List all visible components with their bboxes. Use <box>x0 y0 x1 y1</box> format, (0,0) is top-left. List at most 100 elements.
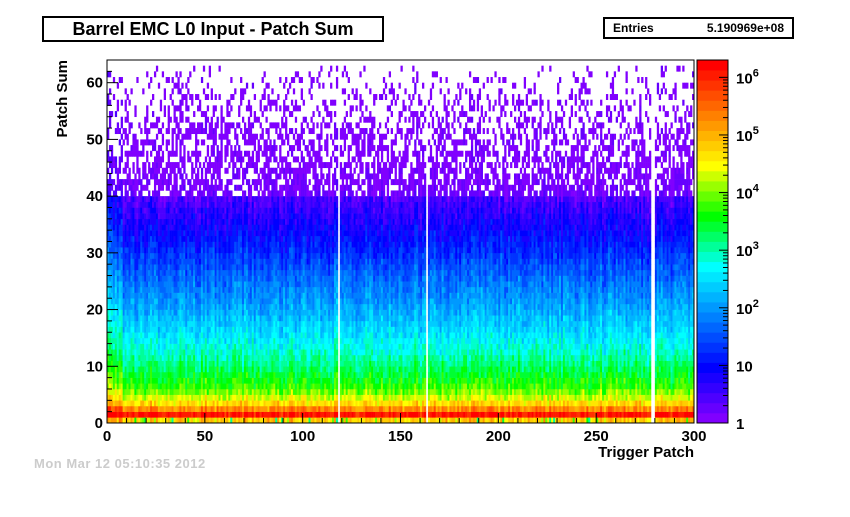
heatmap-cell <box>238 298 241 305</box>
heatmap-cell <box>171 201 174 208</box>
heatmap-cell <box>253 224 257 231</box>
heatmap-cell <box>148 201 151 208</box>
heatmap-cell <box>230 337 233 344</box>
heatmap-cell <box>157 150 161 157</box>
heatmap-cell <box>296 292 300 299</box>
heatmap-cell <box>122 360 125 367</box>
heatmap-cell <box>161 343 165 350</box>
heatmap-cell <box>261 275 264 282</box>
heatmap-cell <box>251 156 255 163</box>
heatmap-cell <box>218 275 221 282</box>
heatmap-cell <box>159 224 163 231</box>
heatmap-cell <box>197 264 200 271</box>
heatmap-cell <box>253 292 257 299</box>
heatmap-cell <box>198 207 202 214</box>
heatmap-cell <box>193 388 196 395</box>
heatmap-cell <box>263 383 266 390</box>
heatmap-cell <box>300 122 303 129</box>
heatmap-cell <box>112 371 116 378</box>
heatmap-cell <box>146 377 149 384</box>
heatmap-cell <box>110 309 114 316</box>
heatmap-cell <box>197 298 200 305</box>
heatmap-cell <box>208 281 212 288</box>
heatmap-cell <box>155 150 159 157</box>
heatmap-cell <box>253 184 257 191</box>
heatmap-cell <box>107 383 110 390</box>
heatmap-cell <box>193 201 196 208</box>
heatmap-cell <box>267 400 270 407</box>
heatmap-cell <box>177 383 180 390</box>
heatmap-cell <box>138 196 141 203</box>
heatmap-cell <box>116 184 120 191</box>
heatmap-cell <box>187 128 190 135</box>
heatmap-cell <box>279 184 282 191</box>
heatmap-cell <box>283 371 286 378</box>
heatmap-cell <box>253 405 257 412</box>
heatmap-cell <box>167 337 170 344</box>
heatmap-cell <box>298 133 302 140</box>
heatmap-cell <box>195 337 198 344</box>
heatmap-cell <box>114 388 118 395</box>
heatmap-cell <box>142 411 145 418</box>
heatmap-cell <box>261 224 264 231</box>
heatmap-cell <box>251 179 255 186</box>
heatmap-cell <box>153 139 157 146</box>
heatmap-cell <box>210 224 213 231</box>
heatmap-cell <box>195 275 198 282</box>
heatmap-cell <box>251 264 255 271</box>
heatmap-cell <box>277 224 280 231</box>
heatmap-cell <box>257 230 260 237</box>
heatmap-cell <box>230 354 233 361</box>
heatmap-cell <box>146 218 149 225</box>
heatmap-cell <box>226 128 229 135</box>
heatmap-cell <box>208 207 212 214</box>
heatmap-cell <box>214 235 217 242</box>
heatmap-cell <box>218 162 221 169</box>
heatmap-cell <box>189 133 192 140</box>
heatmap-cell <box>114 286 118 293</box>
heatmap-cell <box>204 179 208 186</box>
heatmap-cell <box>120 77 123 83</box>
heatmap-cell <box>169 167 172 174</box>
heatmap-cell <box>281 207 284 214</box>
heatmap-cell <box>208 332 212 339</box>
heatmap-cell <box>116 411 120 418</box>
heatmap-cell <box>136 275 139 282</box>
heatmap-cell <box>124 258 127 265</box>
heatmap-cell <box>114 230 118 237</box>
heatmap-cell <box>118 292 121 299</box>
heatmap-cell <box>206 371 210 378</box>
heatmap-cell <box>132 349 135 356</box>
heatmap-cell <box>150 247 153 254</box>
heatmap-cell <box>285 360 288 367</box>
heatmap-cell <box>255 218 258 225</box>
heatmap-cell <box>283 111 286 118</box>
heatmap-cell <box>275 201 278 208</box>
heatmap-cell <box>285 292 288 299</box>
heatmap-cell <box>271 326 274 333</box>
heatmap-cell <box>193 332 196 339</box>
heatmap-cell <box>116 179 120 186</box>
heatmap-cell <box>157 82 161 89</box>
heatmap-cell <box>249 417 253 424</box>
heatmap-cell <box>197 315 200 322</box>
heatmap-cell <box>183 133 186 140</box>
heatmap-cell <box>224 252 227 259</box>
heatmap-cell <box>183 235 186 242</box>
heatmap-cell <box>230 201 233 208</box>
heatmap-cell <box>155 320 159 327</box>
heatmap-cell <box>175 371 178 378</box>
heatmap-cell <box>165 252 168 259</box>
heatmap-cell <box>228 196 231 203</box>
heatmap-cell <box>216 264 219 271</box>
heatmap-cell <box>191 128 194 135</box>
heatmap-cell <box>242 292 245 299</box>
heatmap-cell <box>255 298 258 305</box>
heatmap-cell <box>243 196 247 203</box>
heatmap-cell <box>132 264 135 271</box>
heatmap-cell <box>185 224 188 231</box>
heatmap-cell <box>128 184 131 191</box>
heatmap-cell <box>114 235 118 242</box>
heatmap-cell <box>136 394 139 401</box>
heatmap-cell <box>126 326 129 333</box>
